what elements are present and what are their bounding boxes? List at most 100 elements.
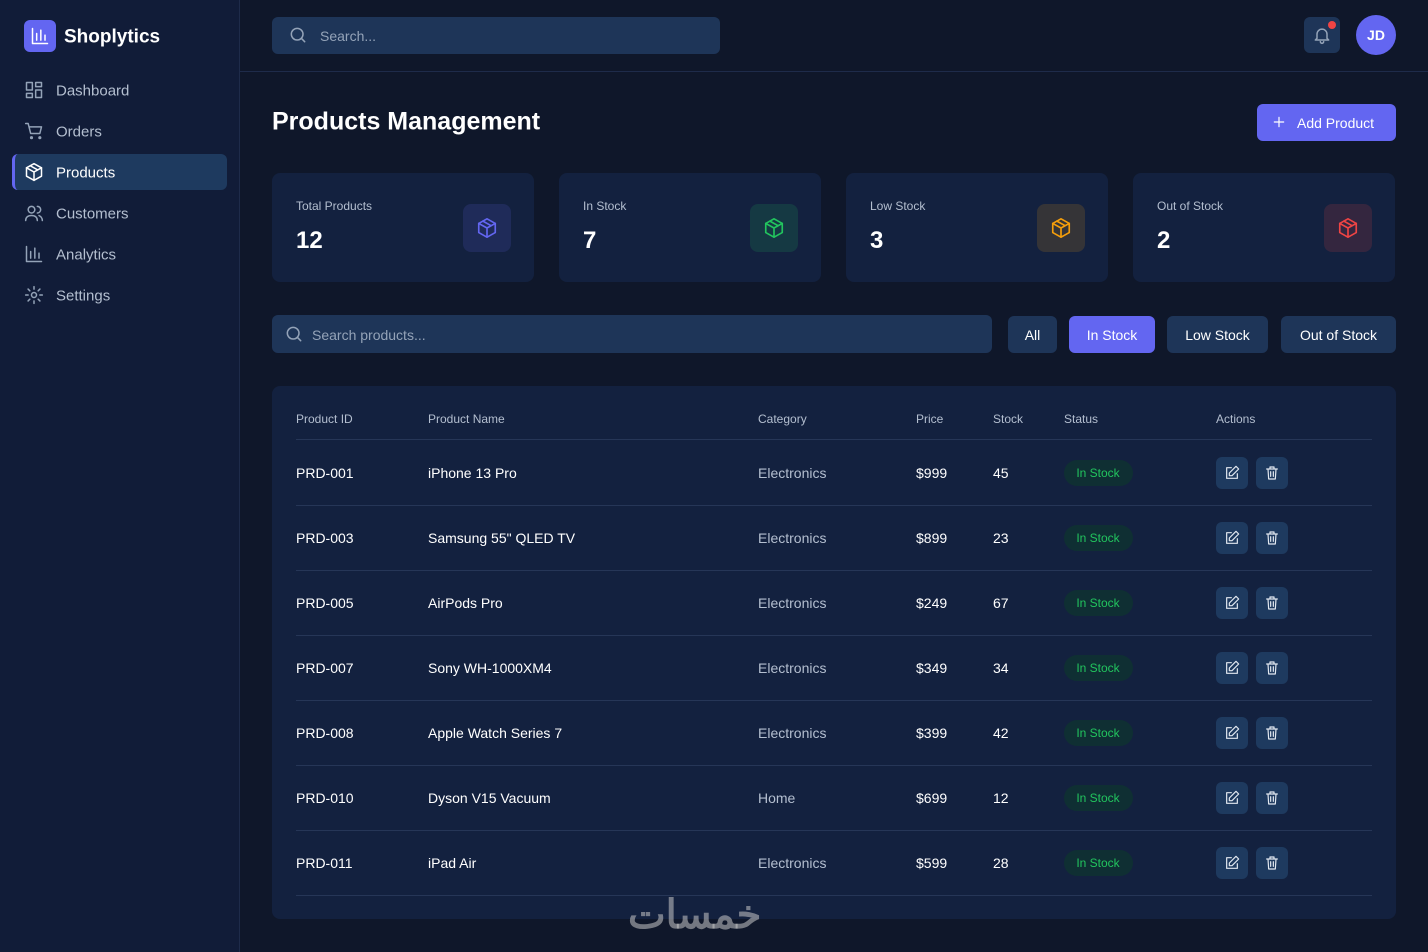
price: $699: [916, 790, 948, 806]
nav-icon[interactable]: [24, 285, 44, 305]
icon-part: [1226, 532, 1238, 544]
nav-icon[interactable]: [24, 80, 44, 100]
status-pill: In Stock: [1064, 785, 1133, 811]
product-name: Samsung 55" QLED TV: [428, 530, 576, 546]
stock: 34: [993, 660, 1009, 676]
stock: 67: [993, 595, 1009, 611]
icon-part: [1226, 857, 1238, 869]
product-name: Dyson V15 Vacuum: [428, 790, 551, 806]
filter-button[interactable]: All: [1008, 316, 1057, 353]
icon-part: [1226, 530, 1240, 544]
icon-part: [24, 285, 44, 305]
icon-part: [1051, 220, 1071, 238]
status-pill: In Stock: [1064, 460, 1133, 486]
icon-part: [1266, 791, 1278, 805]
icon-part: [25, 92, 34, 99]
product-search[interactable]: Search products...: [272, 315, 992, 353]
notification-button[interactable]: [1304, 17, 1340, 53]
delete-button[interactable]: [1256, 847, 1288, 879]
column-header: Stock: [993, 412, 1024, 426]
stat-value: 3: [870, 227, 884, 254]
icon-part: [25, 81, 34, 91]
delete-button[interactable]: [1256, 587, 1288, 619]
category: Electronics: [758, 725, 827, 741]
filter-button[interactable]: Out of Stock: [1281, 316, 1396, 353]
add-product-button[interactable]: Add Product: [1257, 104, 1396, 141]
icon-part: [764, 220, 784, 238]
edit-button[interactable]: [1216, 782, 1248, 814]
status-text: In Stock: [1076, 531, 1120, 545]
header-border: [240, 71, 1428, 72]
brand: Shoplytics: [64, 26, 161, 48]
stat-card: Low Stock 3: [846, 173, 1108, 282]
nav-item[interactable]: Analytics: [56, 246, 117, 264]
nav-item[interactable]: Products: [56, 164, 116, 182]
edit-button[interactable]: [1216, 847, 1248, 879]
column-header: Category: [758, 412, 807, 426]
nav-item[interactable]: Settings: [56, 287, 111, 305]
edit-button[interactable]: [1216, 522, 1248, 554]
delete-button[interactable]: [1256, 782, 1288, 814]
icon-part: [1314, 28, 1330, 45]
edit-button[interactable]: [1216, 587, 1248, 619]
nav-item[interactable]: Customers: [56, 205, 129, 223]
plus-icon: [1271, 114, 1287, 135]
filter-button[interactable]: In Stock: [1069, 316, 1155, 353]
icon-part: [24, 205, 44, 222]
avatar-initials: JD: [1367, 27, 1385, 43]
delete-button[interactable]: [1256, 717, 1288, 749]
icon-part: [31, 27, 49, 45]
icon-part: [1338, 220, 1358, 238]
icon-part: [286, 326, 300, 340]
avatar[interactable]: JD: [1356, 15, 1396, 55]
edit-button[interactable]: [1216, 457, 1248, 489]
nav-icon[interactable]: [24, 244, 44, 264]
delete-button[interactable]: [1256, 652, 1288, 684]
row-divider: [296, 635, 1372, 636]
delete-button[interactable]: [1256, 522, 1288, 554]
status-text: In Stock: [1076, 661, 1120, 675]
icon-part: [38, 136, 42, 140]
icon-part: [1273, 116, 1285, 128]
nav-icon[interactable]: [24, 203, 44, 223]
column-header: Product ID: [296, 412, 353, 426]
filter-button[interactable]: Low Stock: [1167, 316, 1268, 353]
icon-part: [296, 336, 302, 342]
search-icon: [284, 324, 304, 349]
column-header: Status: [1064, 412, 1099, 426]
category: Electronics: [758, 530, 827, 546]
edit-button[interactable]: [1216, 717, 1248, 749]
icon-part: [1266, 726, 1278, 740]
nav-item[interactable]: Orders: [56, 123, 102, 141]
stat-label: Total Products: [296, 199, 373, 213]
edit-button[interactable]: [1216, 652, 1248, 684]
column-header: Product Name: [428, 412, 505, 426]
icon-part: [24, 122, 43, 135]
icon-part: [25, 81, 43, 99]
filter-label: Out of Stock: [1299, 327, 1378, 343]
nav-icon[interactable]: [24, 162, 44, 182]
filter-label: All: [1024, 327, 1041, 343]
product-search-placeholder: Search products...: [312, 327, 426, 343]
product-id: PRD-007: [296, 660, 354, 676]
stat-label: In Stock: [583, 199, 627, 213]
icon-part: [1228, 725, 1240, 737]
search-box[interactable]: Search...: [272, 17, 720, 54]
products-table: Product ID Product Name Category Price Stock…: [272, 386, 1396, 919]
nav-icon[interactable]: [24, 121, 44, 141]
icon-part: [1226, 727, 1238, 739]
stat-value: 7: [583, 227, 597, 254]
icon-part: [1226, 597, 1238, 609]
icon-part: [764, 218, 784, 238]
logo-icon: [24, 20, 56, 52]
stat-icon: [1324, 204, 1372, 252]
icon-part: [1266, 596, 1278, 610]
icon-part: [1273, 116, 1285, 128]
icon-part: [1226, 662, 1238, 674]
product-name: AirPods Pro: [428, 595, 503, 611]
stock: 28: [993, 855, 1009, 871]
delete-button[interactable]: [1256, 457, 1288, 489]
nav-item[interactable]: Dashboard: [56, 82, 130, 100]
notification-dot: [1328, 21, 1336, 29]
